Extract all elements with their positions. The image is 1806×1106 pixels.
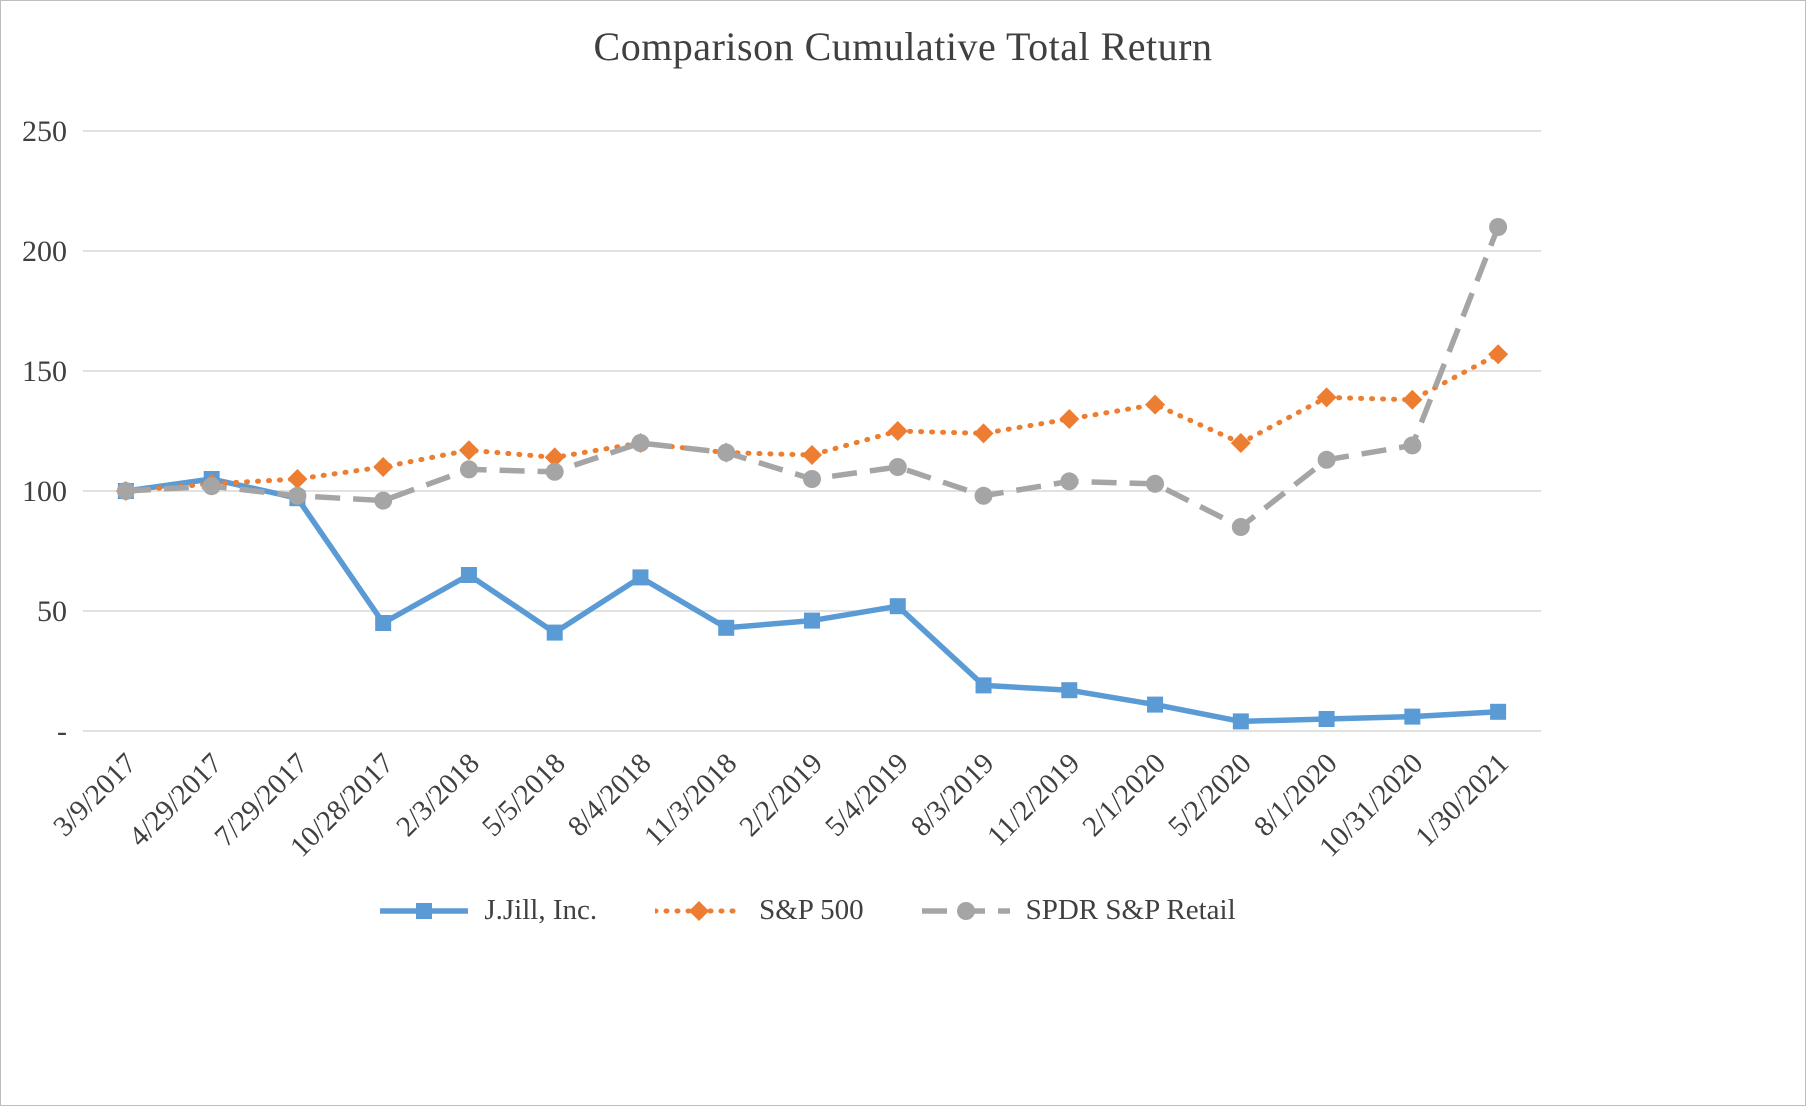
marker-diamond (802, 445, 822, 465)
x-axis-tick-label: 1/30/2021 (1409, 747, 1515, 853)
y-axis-tick-label: 100 (22, 475, 67, 508)
x-axis-tick-label: 4/29/2017 (123, 747, 229, 853)
marker-square (718, 619, 735, 636)
x-axis-tick-label: 5/4/2019 (819, 747, 915, 843)
marker-square (375, 615, 392, 631)
marker-diamond (287, 469, 308, 489)
marker-square (1490, 703, 1507, 720)
x-axis-tick-label: 5/2/2020 (1162, 747, 1258, 843)
legend-item-jjill: J.Jill, Inc. (380, 894, 597, 927)
marker-diamond (1230, 433, 1251, 453)
x-axis-tick-label: 2/1/2020 (1076, 747, 1172, 843)
marker-diamond (1488, 344, 1509, 365)
spdr-line-marker-icon (921, 901, 1010, 920)
marker-diamond (458, 440, 479, 461)
legend: J.Jill, Inc. S&P 500 SPDR S&P Retail (1, 894, 1710, 927)
marker-diamond (887, 421, 908, 441)
marker-square (546, 624, 563, 641)
sp500-line-marker-icon (655, 900, 744, 921)
marker-diamond (689, 900, 710, 921)
x-axis-tick-label: 2/2/2019 (733, 747, 829, 843)
marker-circle (717, 443, 736, 462)
x-axis-tick-label: 5/5/2018 (476, 747, 572, 843)
marker-diamond (1402, 389, 1423, 410)
marker-circle (1231, 518, 1250, 536)
series-line-0 (125, 476, 1499, 725)
legend-item-sp500: S&P 500 (655, 894, 864, 927)
marker-square (1147, 696, 1164, 713)
marker-circle (288, 486, 307, 505)
x-axis-tick-label: 11/3/2018 (638, 747, 743, 852)
marker-square (632, 569, 649, 586)
marker-square (1232, 713, 1249, 730)
marker-diamond (973, 423, 994, 444)
marker-diamond (373, 457, 394, 477)
y-axis-tick-label: 200 (22, 235, 67, 268)
marker-circle (631, 434, 650, 452)
marker-circle (888, 458, 907, 476)
marker-circle (116, 482, 135, 500)
marker-square (1061, 682, 1078, 699)
marker-circle (956, 901, 975, 920)
legend-item-spdr: SPDR S&P Retail (921, 894, 1236, 927)
marker-circle (803, 470, 821, 488)
marker-circle (1146, 474, 1165, 493)
marker-circle (974, 486, 993, 505)
x-axis-tick-label: 11/2/2019 (981, 747, 1086, 852)
marker-circle (1403, 436, 1422, 455)
x-axis-tick-label: 2/3/2018 (390, 747, 486, 843)
marker-circle (374, 491, 393, 510)
marker-diamond (544, 447, 565, 468)
jjill-line-marker-icon (380, 902, 469, 919)
marker-square (889, 598, 906, 615)
marker-square (416, 902, 433, 919)
marker-square (804, 612, 820, 629)
marker-diamond (1145, 394, 1166, 415)
marker-square (460, 567, 477, 583)
legend-label-sp500: S&P 500 (759, 894, 864, 926)
y-axis-tick-label: - (57, 715, 67, 748)
marker-circle (1060, 472, 1079, 491)
legend-label-spdr: SPDR S&P Retail (1025, 894, 1236, 926)
y-axis-tick-label: 250 (22, 115, 67, 148)
marker-square (1318, 711, 1335, 727)
marker-circle (459, 460, 478, 479)
marker-circle (1489, 218, 1508, 236)
marker-circle (545, 462, 564, 481)
chart-title: Comparison Cumulative Total Return (593, 24, 1213, 69)
y-axis-tick-label: 50 (37, 595, 67, 628)
y-axis-tick-label: 150 (22, 355, 67, 388)
marker-circle (202, 477, 221, 496)
marker-square (975, 677, 992, 694)
marker-diamond (1059, 409, 1080, 429)
marker-square (1404, 708, 1421, 725)
marker-circle (1317, 450, 1336, 469)
legend-label-jjill: J.Jill, Inc. (484, 894, 598, 926)
marker-diamond (1316, 387, 1337, 408)
